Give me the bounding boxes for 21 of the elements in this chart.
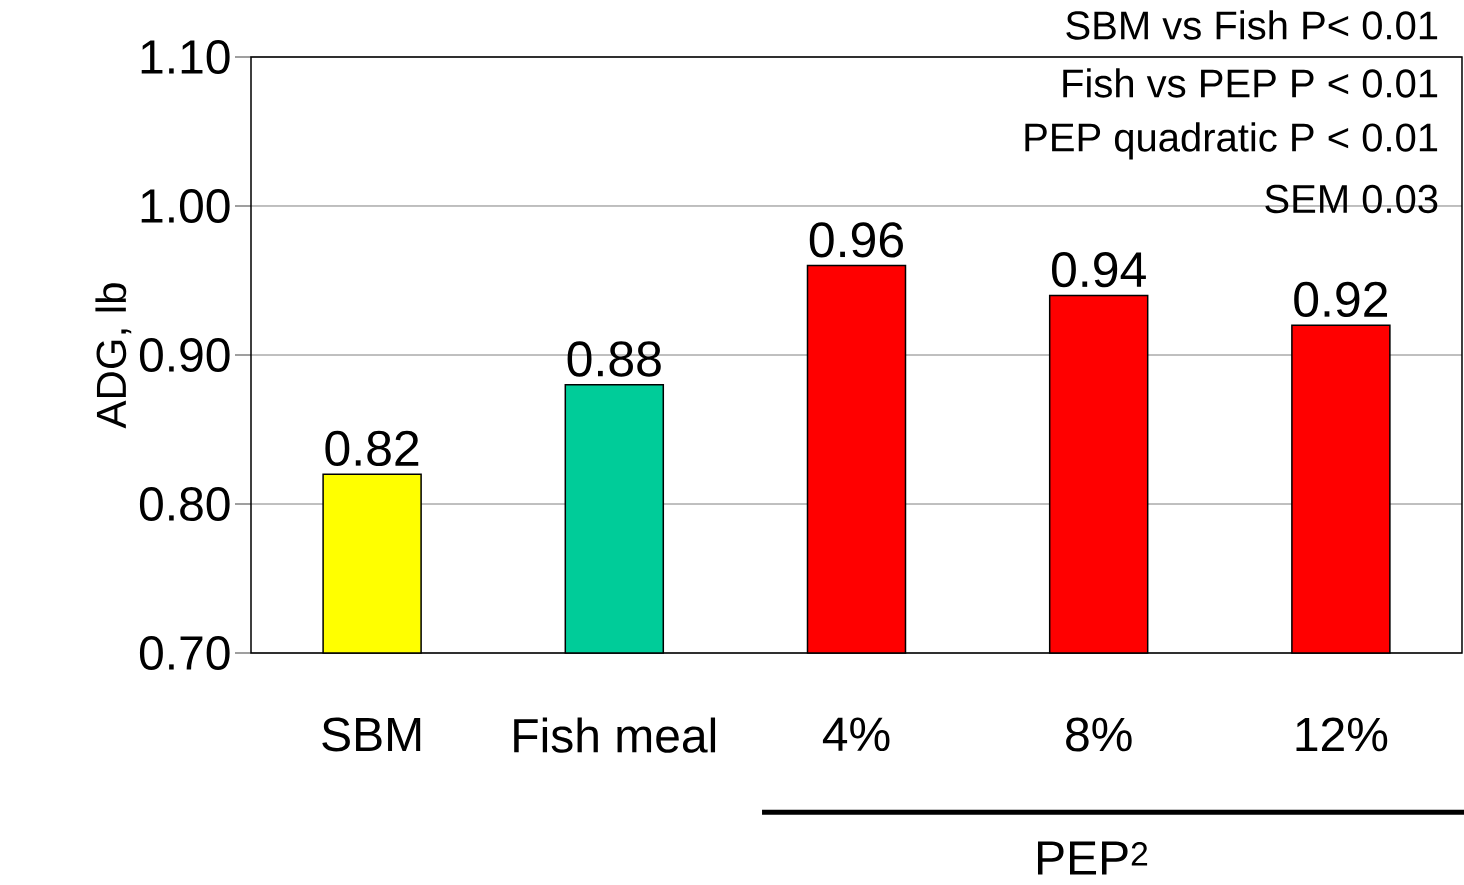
data-label: 0.88 (567, 341, 661, 377)
y-tick-label: 1.10 (141, 40, 230, 74)
y-tick-label: 0.80 (139, 487, 230, 521)
text: PEP$^{2}$ (1037, 841, 1148, 875)
annotation: Fish vs PEP P < 0.01 (1063, 68, 1438, 98)
y-tick-label: 0.90 (139, 338, 230, 372)
x-tick-label: SBM (322, 717, 421, 752)
x-tick-label: 4% (822, 717, 890, 752)
x-tick-label: Fish meal (514, 717, 716, 753)
y-axis-title: ADG, lb (95, 283, 132, 429)
y-tick-label: 1.00 (141, 189, 230, 223)
x-tick-label: 8% (1066, 717, 1132, 752)
y-tick-label: 0.70 (139, 636, 230, 670)
data-label: 0.94 (1051, 251, 1146, 288)
data-label: 0.92 (1294, 281, 1388, 318)
x-tick-label: 12% (1296, 717, 1388, 752)
data-label: 0.82 (325, 430, 419, 467)
text: SBM vs Fish P< 0.01 (1066, 10, 1438, 40)
annotation: PEP quadratic P < 0.01 (1025, 122, 1438, 160)
annotation: SEM 0.03 (1265, 184, 1438, 214)
data-label: 0.96 (809, 222, 903, 258)
